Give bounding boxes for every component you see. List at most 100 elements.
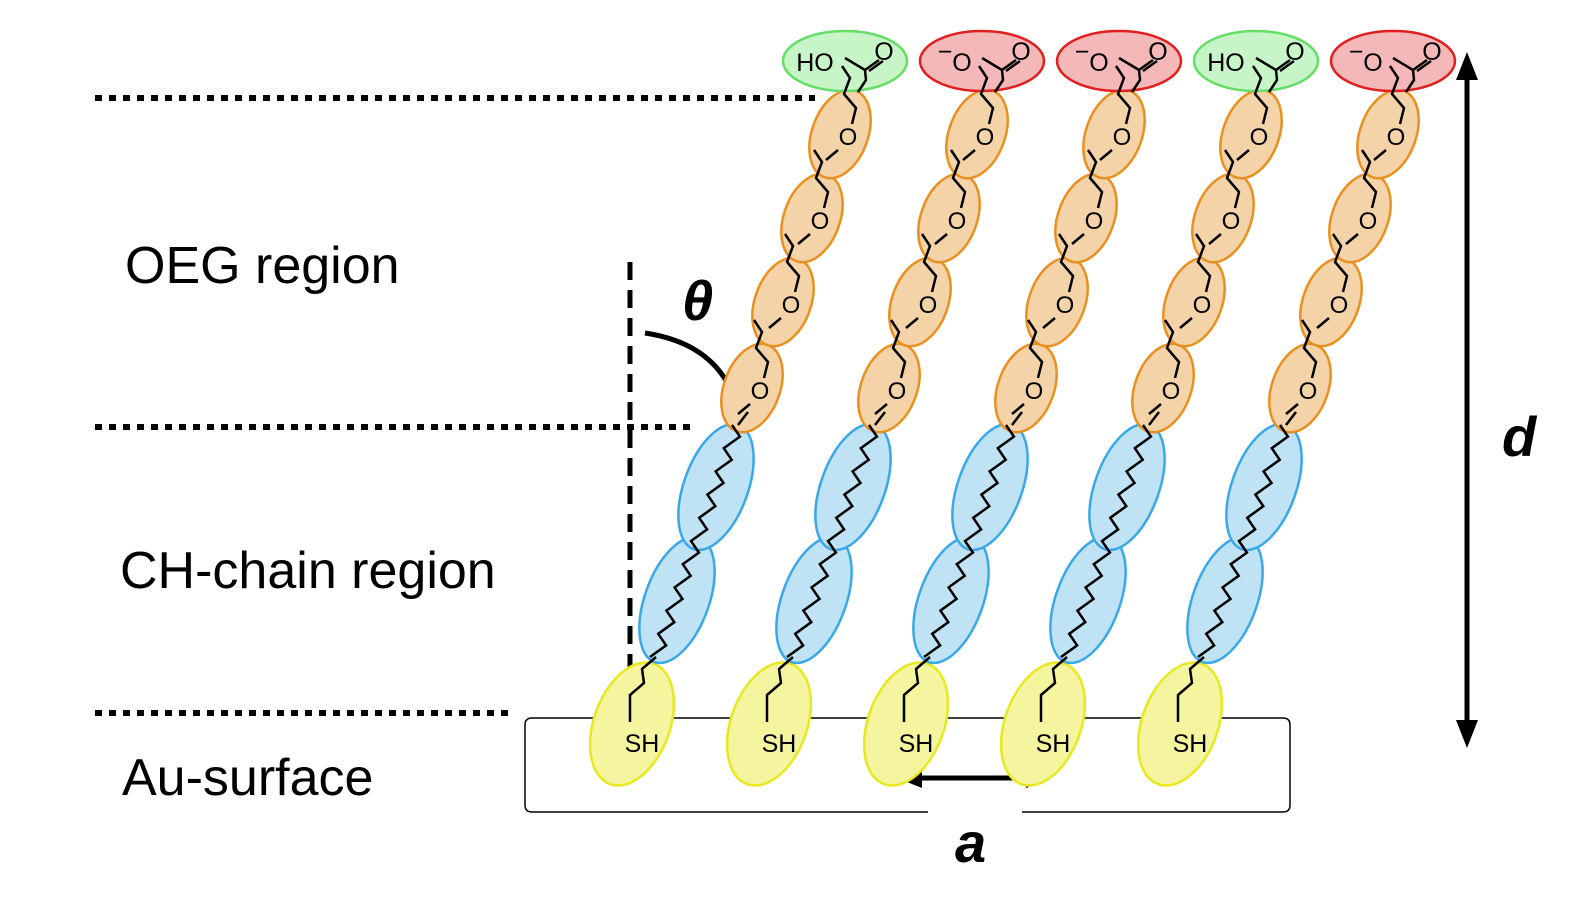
alkyl-segment — [912, 535, 990, 665]
head-bond — [864, 58, 880, 72]
ether-oxygen: O — [948, 208, 967, 235]
head-bond — [856, 69, 868, 93]
ether-oxygen: O — [839, 124, 858, 151]
oeg-bond — [1285, 403, 1299, 415]
oeg-bond — [874, 403, 888, 415]
thickness-arrow-head-top — [1456, 52, 1478, 80]
head-bond — [844, 56, 866, 72]
tilt-angle-label: θ — [682, 269, 713, 332]
hydroxyl-label: HO — [1207, 49, 1245, 77]
oeg-bond — [1373, 149, 1387, 161]
carbonyl-oxygen-label: O — [1422, 38, 1441, 66]
oeg-bond — [1236, 149, 1250, 161]
thiol-label: SH — [625, 730, 660, 758]
negative-charge-label: − — [938, 38, 953, 66]
ether-oxygen: O — [1387, 124, 1406, 151]
head-bond — [981, 56, 1003, 72]
alkyl-zigzag — [1197, 424, 1290, 659]
oeg-bond — [825, 149, 839, 161]
oeg-bond — [1011, 403, 1025, 415]
oeg-bond — [737, 403, 751, 415]
oeg-bond — [1285, 411, 1297, 426]
oeg-bond — [1388, 65, 1406, 125]
thiol-label: SH — [1173, 730, 1208, 758]
thiol-anchor — [1136, 661, 1224, 787]
ether-oxygen: O — [919, 292, 938, 319]
oeg-bond — [920, 233, 938, 293]
head-bond — [1275, 58, 1291, 72]
thickness-arrow-head-bottom — [1456, 720, 1478, 748]
alkyl-segment — [1186, 535, 1264, 665]
oeg-bond — [1114, 65, 1132, 125]
head-bond — [1404, 69, 1416, 93]
ether-oxygen: O — [1222, 208, 1241, 235]
ether-oxygen: O — [1299, 378, 1318, 405]
oeg-bond — [783, 233, 801, 293]
thiol-label: SH — [1036, 730, 1071, 758]
oeg-bond — [1360, 149, 1378, 209]
alkyl-segment — [1049, 535, 1127, 665]
oeg-bond — [752, 319, 770, 379]
oeg-bond — [1208, 233, 1222, 245]
oeg-bond — [1099, 149, 1113, 161]
alkyl-zigzag — [1060, 424, 1153, 659]
oeg-bond — [797, 233, 811, 245]
oeg-bond — [1331, 233, 1349, 293]
head-double-bond — [1142, 59, 1158, 73]
ether-oxygen: O — [1162, 378, 1181, 405]
oeg-bond — [1086, 149, 1104, 209]
oeg-bond — [1148, 411, 1160, 426]
oeg-bond — [949, 149, 967, 209]
ether-oxygen: O — [1359, 208, 1378, 235]
oeg-bond — [1251, 65, 1269, 125]
head-double-bond — [1416, 59, 1432, 73]
oeg-bond — [1345, 233, 1359, 245]
head-double-bond — [1005, 59, 1021, 73]
oeg-bond — [1223, 149, 1241, 209]
alkyl-segment — [775, 535, 853, 665]
head-bond — [1255, 56, 1277, 72]
tilt-angle-arc — [644, 330, 731, 386]
anion-oxygen-label: O — [1363, 49, 1382, 77]
oeg-bond — [1071, 233, 1085, 245]
ether-oxygen: O — [751, 378, 770, 405]
oeg-bond — [812, 149, 830, 209]
thiol-label: SH — [899, 730, 934, 758]
head-double-bond — [1279, 59, 1295, 73]
oeg-bond — [1316, 317, 1330, 329]
head-double-bond — [868, 59, 884, 73]
molecule-3: O O O O O − O SH — [862, 29, 1183, 787]
anion-oxygen-label: O — [1089, 49, 1108, 77]
oeg-bond — [889, 319, 907, 379]
thiol-anchor — [588, 661, 676, 787]
ether-oxygen: O — [1193, 292, 1212, 319]
alkyl-zigzag — [649, 424, 742, 659]
oeg-bond — [962, 149, 976, 161]
hydroxyl-label: HO — [796, 49, 834, 77]
oeg-bond — [768, 317, 782, 329]
oeg-bond — [1194, 233, 1212, 293]
thickness-label: d — [1502, 405, 1538, 468]
oeg-bond — [1057, 233, 1075, 293]
molecule-2: O O O O O − O SH — [725, 29, 1046, 787]
head-bond — [1130, 69, 1142, 93]
alkyl-zigzag — [786, 424, 879, 659]
thiol-anchor — [862, 661, 950, 787]
oeg-bond — [1042, 317, 1056, 329]
oeg-region-label: OEG region — [125, 237, 400, 295]
head-bond — [993, 69, 1005, 93]
ether-oxygen: O — [1056, 292, 1075, 319]
ether-oxygen: O — [888, 378, 907, 405]
oeg-bond — [934, 233, 948, 245]
ether-oxygen: O — [811, 208, 830, 235]
carbonyl-oxygen-label: O — [1148, 38, 1167, 66]
ether-oxygen: O — [1085, 208, 1104, 235]
oeg-bond — [840, 65, 858, 125]
alkyl-zigzag — [923, 424, 1016, 659]
thiol-bond — [1176, 656, 1205, 722]
oeg-bond — [1163, 319, 1181, 379]
head-bond — [1118, 56, 1140, 72]
ether-oxygen: O — [1113, 124, 1132, 151]
